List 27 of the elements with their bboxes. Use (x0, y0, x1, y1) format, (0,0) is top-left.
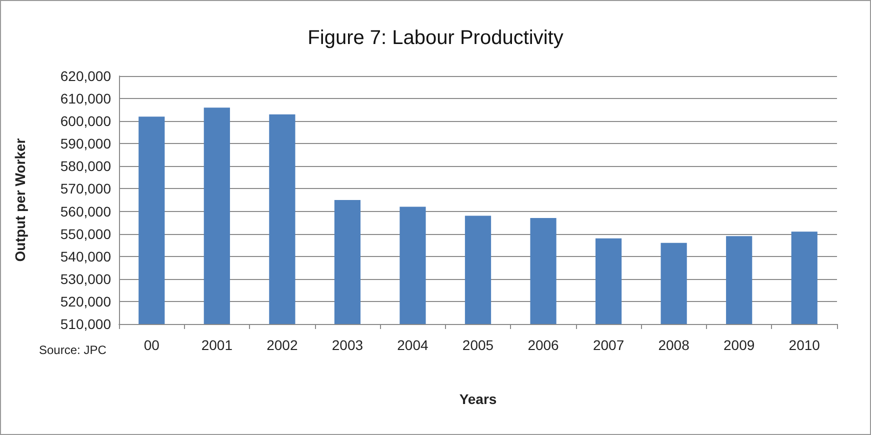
x-tick-label: 2003 (332, 337, 364, 353)
y-tick-label: 510,000 (60, 316, 112, 332)
x-tick-label: 2010 (788, 337, 820, 353)
y-tick-label: 520,000 (60, 293, 112, 310)
x-axis-title: Years (459, 391, 497, 407)
x-tick-label: 00 (144, 337, 160, 353)
y-tick-label: 550,000 (60, 226, 112, 242)
y-tick-label: 580,000 (60, 158, 112, 174)
y-tick-label: 610,000 (60, 90, 112, 107)
y-tick-label: 590,000 (60, 136, 112, 152)
y-tick-label: 540,000 (60, 248, 112, 264)
y-tick-label: 530,000 (60, 270, 112, 287)
x-tick-label: 2001 (201, 337, 233, 353)
x-tick-label: 2004 (397, 337, 429, 353)
y-axis-title: Output per Worker (12, 138, 28, 262)
x-tick-label: 2009 (724, 337, 755, 353)
y-tick-label: 600,000 (60, 113, 112, 130)
chart-title: Figure 7: Labour Productivity (308, 27, 564, 49)
x-tick-label: 2007 (592, 337, 624, 353)
x-tick-label: 2006 (528, 337, 560, 353)
y-tick-label: 570,000 (60, 180, 112, 197)
y-tick-label: 560,000 (60, 203, 112, 220)
y-tick-label: 620,000 (60, 68, 112, 84)
x-tick-label: 2002 (266, 337, 298, 353)
source-note: Source: JPC (39, 343, 107, 357)
x-tick-label: 2008 (658, 337, 690, 353)
x-tick-label: 2005 (462, 337, 494, 353)
